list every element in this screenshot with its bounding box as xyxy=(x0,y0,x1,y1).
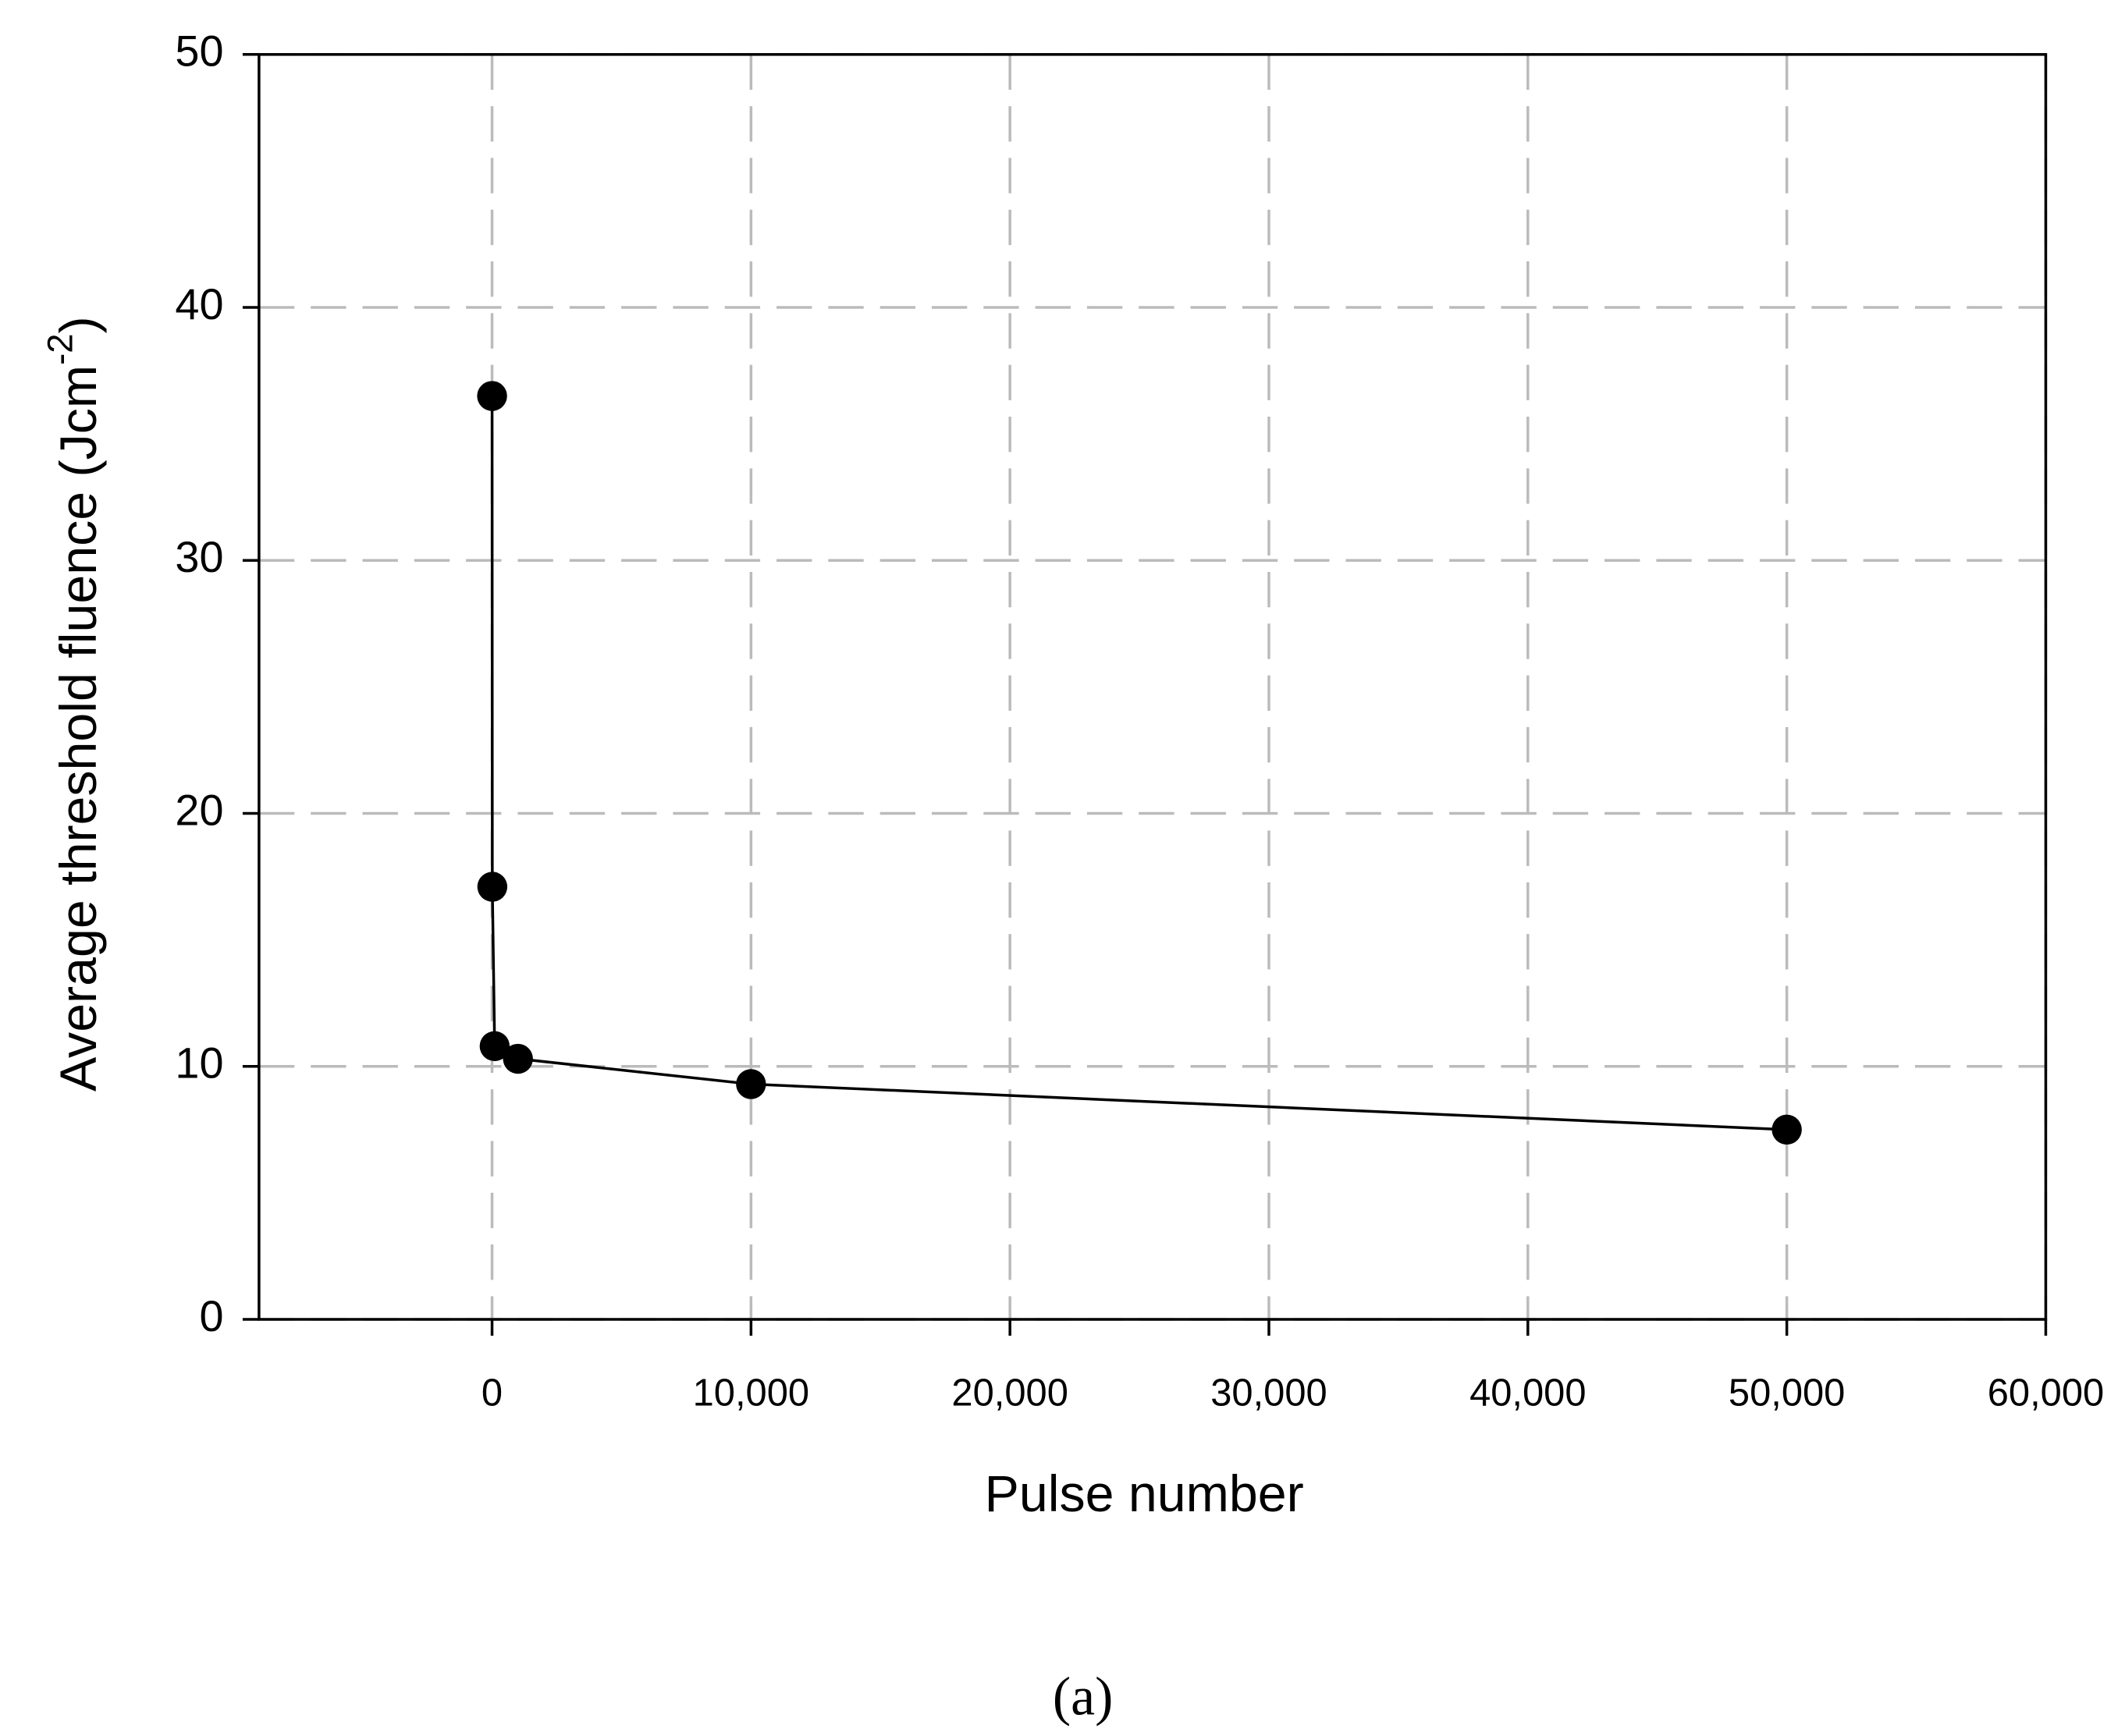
y-tick-label: 20 xyxy=(175,785,223,834)
y-tick-label: 30 xyxy=(175,532,223,581)
marker xyxy=(479,1031,510,1062)
x-tick-label: 40,000 xyxy=(1469,1372,1586,1415)
y-axis-label: Average threshold fluence (Jcm-2) xyxy=(41,316,108,1092)
marker xyxy=(1771,1114,1802,1145)
marker xyxy=(477,381,507,411)
y-axis-label-superscript: -2 xyxy=(41,334,80,365)
y-axis-label-text: Average threshold fluence (Jcm xyxy=(50,365,108,1092)
y-tick-label: 50 xyxy=(175,27,223,76)
caption: (a) xyxy=(1053,1667,1113,1727)
x-axis-label: Pulse number xyxy=(985,1465,1304,1523)
y-tick-label: 10 xyxy=(175,1038,223,1088)
x-tick-label: 60,000 xyxy=(1988,1372,2104,1415)
marker xyxy=(503,1043,533,1074)
y-tick-label: 0 xyxy=(199,1291,223,1340)
line xyxy=(490,396,1787,1131)
x-tick-label: 30,000 xyxy=(1210,1372,1327,1415)
y-tick-label: 40 xyxy=(175,279,223,328)
x-tick-label: 10,000 xyxy=(693,1372,809,1415)
marker xyxy=(736,1069,766,1099)
plot-frame xyxy=(258,53,2048,1321)
y-axis-label-suffix: ) xyxy=(50,316,108,333)
marker xyxy=(477,872,508,902)
x-tick-label: 20,000 xyxy=(951,1372,1068,1415)
x-tick-label: 0 xyxy=(482,1372,503,1415)
x-tick-label: 50,000 xyxy=(1729,1372,1845,1415)
